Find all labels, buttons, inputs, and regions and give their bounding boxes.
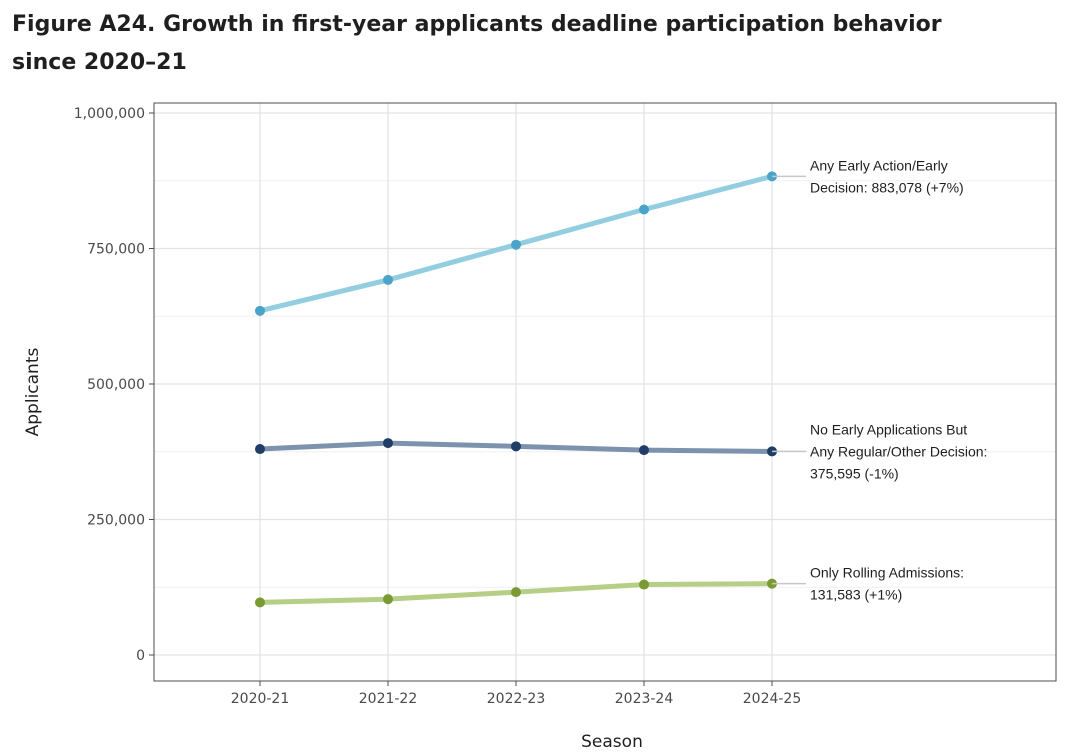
data-point [255, 597, 265, 608]
y-tick-label: 750,000 [87, 242, 145, 258]
data-point [383, 438, 393, 449]
x-axis-title: Season [581, 732, 643, 752]
data-point [383, 274, 393, 285]
y-axis-title: Applicants [23, 347, 43, 436]
annotation-label: Only Rolling Admissions: [810, 565, 964, 581]
annotation-label: No Early Applications But [810, 421, 967, 437]
annotations: Any Early Action/Early Decision: 883,078 … [772, 157, 987, 603]
data-point [255, 305, 265, 316]
annotation-label: Any Early Action/Early [810, 157, 948, 173]
data-point [639, 204, 649, 215]
data-point [255, 444, 265, 455]
series-group [255, 171, 777, 608]
data-point [639, 579, 649, 590]
annotation-label: Decision: 883,078 (+7%) [810, 179, 964, 195]
x-tick-label: 2020-21 [231, 691, 290, 707]
data-point [511, 239, 521, 250]
data-point [511, 441, 521, 452]
x-tick-label: 2023-24 [615, 691, 674, 707]
x-tick-label: 2022-23 [487, 691, 546, 707]
annotation-label: Any Regular/Other Decision: [810, 443, 987, 459]
x-axis-ticks: 2020-21 2021-22 2022-23 2023-24 2024-25 [231, 681, 802, 707]
y-tick-label: 250,000 [87, 513, 145, 529]
plot-border [153, 102, 1057, 682]
data-point [511, 587, 521, 598]
y-tick-label: 1,000,000 [74, 106, 145, 122]
y-tick-label: 500,000 [87, 377, 145, 393]
x-tick-label: 2024-25 [743, 691, 802, 707]
annotation-label: 131,583 (+1%) [810, 587, 902, 603]
y-axis-ticks: 0 250,000 500,000 750,000 1,000,000 [74, 106, 154, 664]
data-point [639, 445, 649, 456]
data-point [383, 594, 393, 605]
y-tick-label: 0 [136, 648, 145, 664]
grid-lines [154, 103, 1056, 681]
chart-title: Figure A24. Growth in first-year applica… [12, 12, 942, 75]
x-tick-label: 2021-22 [359, 691, 418, 707]
annotation-label: 375,595 (-1%) [810, 465, 899, 481]
